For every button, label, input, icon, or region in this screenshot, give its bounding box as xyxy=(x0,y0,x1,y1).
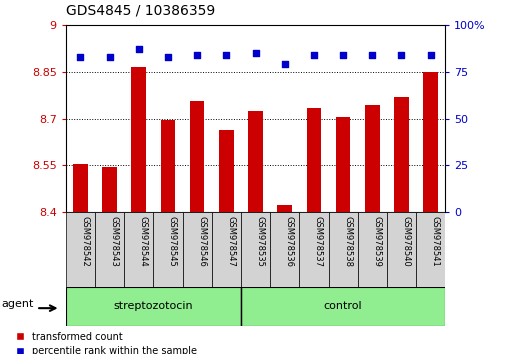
Point xyxy=(280,61,288,67)
Bar xyxy=(153,212,182,287)
Text: GSM978546: GSM978546 xyxy=(197,216,206,267)
Bar xyxy=(415,212,444,287)
Bar xyxy=(102,167,117,212)
Bar xyxy=(95,212,124,287)
Point xyxy=(368,52,376,58)
Point xyxy=(193,52,201,58)
Bar xyxy=(66,287,240,326)
Bar xyxy=(211,212,240,287)
Bar xyxy=(393,97,408,212)
Bar xyxy=(124,212,153,287)
Bar xyxy=(66,212,95,287)
Point xyxy=(164,54,172,59)
Bar xyxy=(423,72,437,212)
Text: GSM978535: GSM978535 xyxy=(255,216,264,267)
Point xyxy=(426,52,434,58)
Text: streptozotocin: streptozotocin xyxy=(113,301,193,311)
Bar xyxy=(364,104,379,212)
Text: GSM978537: GSM978537 xyxy=(313,216,322,267)
Text: GSM978543: GSM978543 xyxy=(110,216,118,267)
Text: GDS4845 / 10386359: GDS4845 / 10386359 xyxy=(66,4,215,18)
Bar xyxy=(182,212,211,287)
Bar xyxy=(386,212,415,287)
Text: GSM978540: GSM978540 xyxy=(400,216,410,267)
Bar xyxy=(161,120,175,212)
Point xyxy=(222,52,230,58)
Bar xyxy=(240,287,444,326)
Bar xyxy=(240,212,270,287)
Bar xyxy=(357,212,386,287)
Point xyxy=(309,52,317,58)
Text: GSM978536: GSM978536 xyxy=(284,216,293,267)
Bar xyxy=(73,164,87,212)
Bar xyxy=(335,117,350,212)
Bar xyxy=(270,212,299,287)
Bar xyxy=(277,205,291,212)
Bar xyxy=(189,101,204,212)
Text: GSM978542: GSM978542 xyxy=(80,216,89,267)
Bar xyxy=(299,212,328,287)
Point xyxy=(396,52,405,58)
Bar xyxy=(248,111,262,212)
Text: GSM978547: GSM978547 xyxy=(226,216,235,267)
Text: GSM978545: GSM978545 xyxy=(168,216,177,267)
Bar xyxy=(328,212,357,287)
Point xyxy=(106,54,114,59)
Text: GSM978539: GSM978539 xyxy=(372,216,381,267)
Text: GSM978538: GSM978538 xyxy=(342,216,351,267)
Point xyxy=(251,50,259,56)
Point xyxy=(134,46,142,52)
Bar xyxy=(131,67,146,212)
Text: GSM978544: GSM978544 xyxy=(138,216,147,267)
Bar xyxy=(306,108,321,212)
Text: agent: agent xyxy=(2,299,34,309)
Point xyxy=(338,52,346,58)
Bar xyxy=(219,130,233,212)
Text: GSM978541: GSM978541 xyxy=(430,216,439,267)
Text: control: control xyxy=(323,301,362,311)
Legend: transformed count, percentile rank within the sample: transformed count, percentile rank withi… xyxy=(12,327,200,354)
Point xyxy=(76,54,84,59)
